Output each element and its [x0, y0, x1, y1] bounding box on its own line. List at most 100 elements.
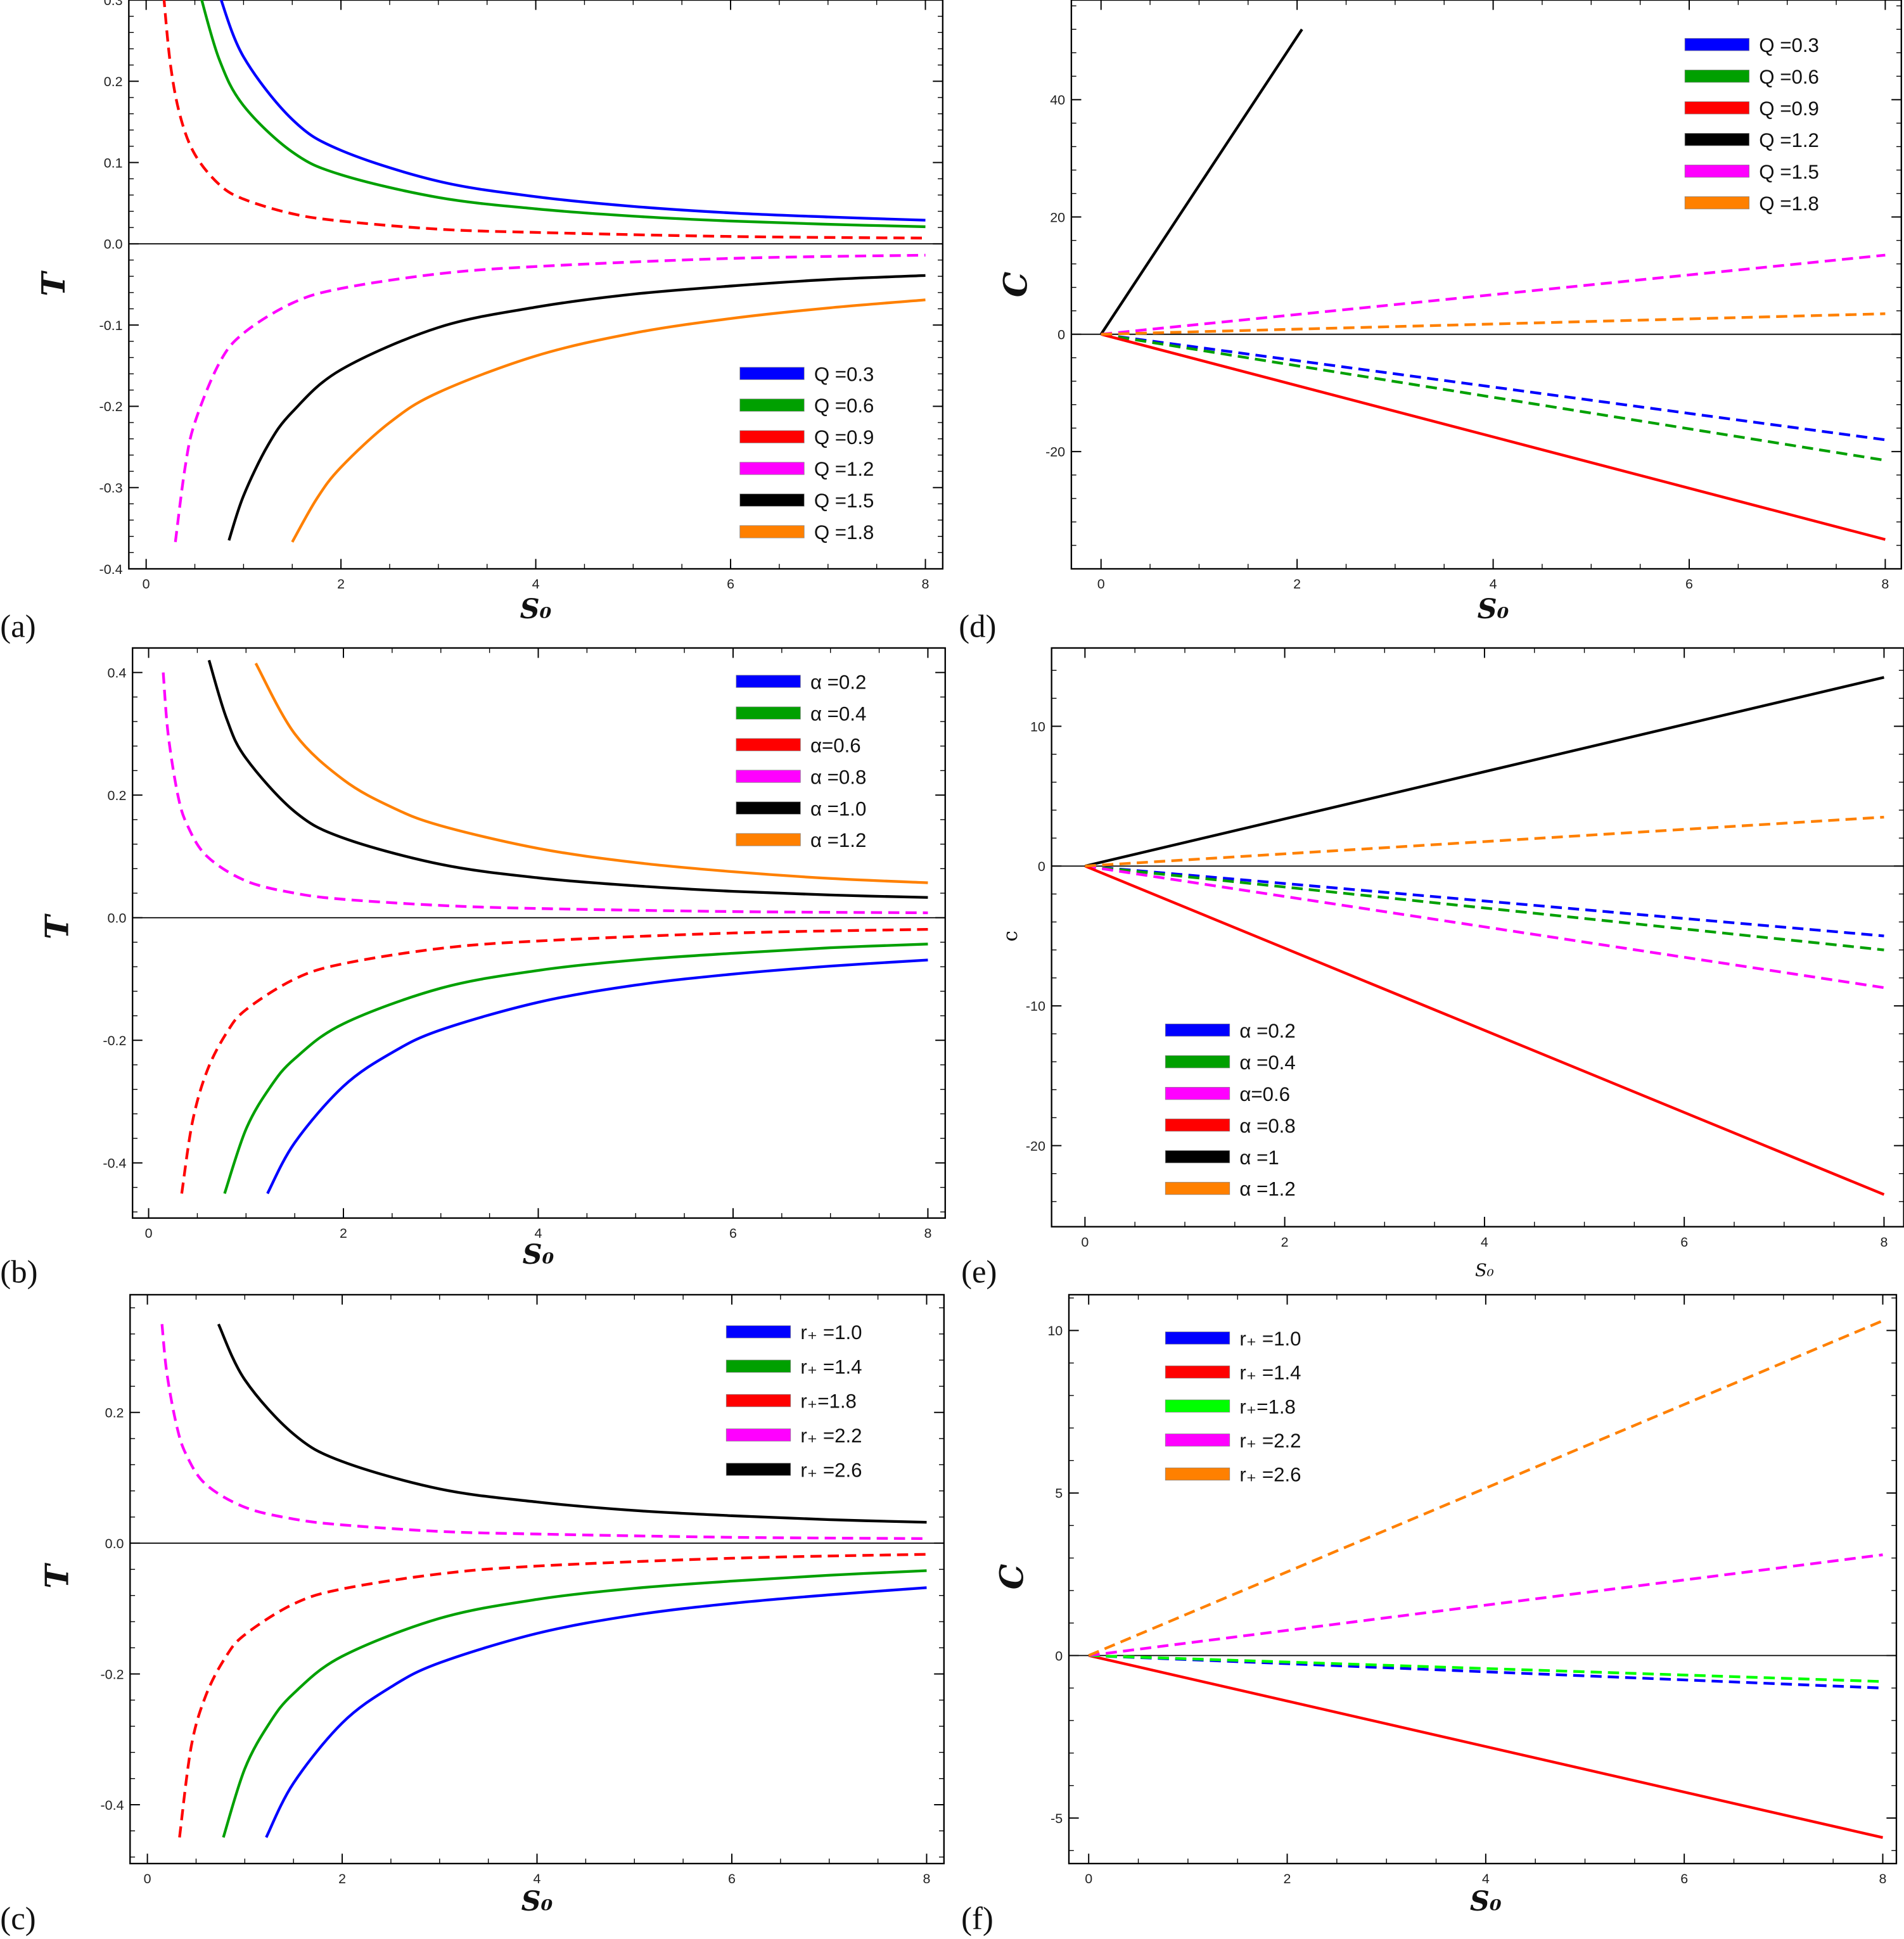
chart-panel-e: 0 2 4 6 8 -20 -10 0 10 α =0.2 α =0.4 α=0.6 α =0.8 α =…: [961, 647, 1904, 1289]
legend-label: r₊=1.8: [1239, 1395, 1296, 1418]
y-axis-label: T: [34, 270, 72, 296]
legend-swatch: [1165, 1434, 1230, 1447]
y-tick-label: -0.1: [99, 318, 123, 333]
legend-label: α=0.6: [810, 734, 861, 756]
legend-label: Q =1.5: [814, 490, 874, 512]
legend-label: α=0.6: [1239, 1083, 1290, 1105]
legend-label: α =0.8: [810, 766, 866, 788]
x-tick-label: 4: [532, 576, 540, 592]
y-tick-label: 20: [1050, 210, 1065, 225]
series-line-1: [1101, 333, 1886, 462]
chart-panel-a: 0 2 4 6 8 -0.4 -0.3 -0.2 -0.1 0.0 0.1 0.2 0.3 Q =0.3 Q…: [0, 0, 944, 644]
series-line-2: [1089, 1654, 1883, 1683]
series-line-3: [174, 253, 926, 542]
legend-swatch: [725, 1428, 791, 1442]
series-line-5: [291, 298, 926, 543]
series-line-1: [223, 943, 928, 1194]
legend-label: α =1: [1239, 1147, 1279, 1169]
y-tick-label: 0.0: [108, 911, 127, 926]
panel-label: (e): [961, 1254, 997, 1289]
panel-label: (d): [959, 608, 996, 644]
x-tick-label: 0: [1097, 576, 1105, 592]
legend-swatch: [1165, 1118, 1230, 1132]
panel-label: (b): [0, 1254, 37, 1289]
x-tick-label: 2: [337, 576, 345, 592]
y-tick-label: -0.3: [99, 481, 123, 496]
legend-label: Q =0.6: [1759, 66, 1819, 88]
legend-label: Q =0.3: [814, 363, 874, 385]
x-tick-label: 6: [1685, 576, 1693, 592]
legend-swatch: [736, 770, 801, 783]
x-tick-label: 0: [145, 1226, 153, 1241]
series-line-3: [162, 672, 928, 915]
legend-swatch: [1684, 165, 1750, 178]
x-tick-label: 6: [1680, 1871, 1688, 1886]
legend-swatch: [739, 367, 805, 380]
x-tick-label: 4: [535, 1226, 542, 1241]
series-line-5: [1101, 312, 1886, 336]
series-line-1: [1085, 865, 1884, 951]
legend-label: α =0.4: [810, 702, 866, 725]
legend-label: Q =0.9: [1759, 98, 1819, 120]
series-line-1: [200, 0, 926, 229]
series-line-2: [1101, 333, 1886, 541]
legend-swatch: [736, 675, 801, 688]
y-tick-label: -0.2: [103, 1033, 126, 1048]
series-line-5: [1085, 815, 1884, 868]
legend-label: α =0.8: [1239, 1115, 1295, 1137]
legend-swatch: [736, 801, 801, 815]
series-line-4: [1088, 1319, 1884, 1657]
x-tick-label: 2: [340, 1226, 347, 1241]
legend-label: r₊ =1.4: [1239, 1362, 1301, 1384]
panel-label: (f): [961, 1900, 994, 1936]
series-line-0: [1089, 1654, 1883, 1689]
x-axis-label: S₀: [1475, 1261, 1494, 1281]
legend-swatch: [739, 398, 805, 412]
legend-label: Q =0.6: [814, 395, 874, 417]
x-tick-label: 6: [729, 1226, 737, 1241]
y-tick-label: -20: [1026, 1138, 1045, 1154]
legend-label: r₊ =2.6: [1239, 1464, 1301, 1486]
legend-swatch: [1165, 1086, 1230, 1100]
x-tick-label: 4: [1482, 1871, 1490, 1886]
x-tick-label: 0: [1081, 1235, 1089, 1250]
plot-frame: [129, 1294, 945, 1865]
legend-label: α =0.4: [1239, 1052, 1295, 1074]
legend-swatch: [739, 430, 805, 443]
legend-swatch: [739, 462, 805, 475]
x-tick-label: 4: [1490, 576, 1497, 592]
y-tick-label: 0.4: [108, 665, 127, 680]
legend-swatch: [736, 738, 801, 751]
panel-label: (c): [0, 1900, 35, 1936]
x-tick-label: 2: [1284, 1871, 1291, 1886]
series-line-4: [207, 659, 928, 899]
series-line-3: [160, 1324, 927, 1541]
plot-frame: [132, 647, 946, 1219]
legend-label: α =0.2: [1239, 1020, 1295, 1042]
legend-swatch: [1165, 1150, 1230, 1164]
y-tick-label: -0.2: [99, 399, 123, 414]
series-line-4: [227, 274, 926, 541]
x-tick-label: 8: [1881, 576, 1889, 592]
legend-label: α =1.0: [810, 798, 866, 820]
y-tick-label: 5: [1055, 1486, 1063, 1501]
y-tick-label: -0.2: [101, 1667, 124, 1682]
y-tick-label: 0: [1057, 327, 1065, 342]
series-line-0: [266, 958, 928, 1195]
legend-label: r₊ =2.6: [800, 1459, 862, 1481]
plot-frame: [1068, 1294, 1898, 1865]
legend-swatch: [725, 1325, 791, 1338]
x-tick-label: 2: [338, 1871, 346, 1886]
legend-swatch: [1684, 196, 1750, 210]
chart-panel-c: 0 2 4 6 8 -0.4 -0.2 0.0 0.2 r₊ =1.0 r₊ =1.4 r₊=1.8 r…: [0, 1294, 945, 1936]
series-line-2: [1085, 865, 1884, 989]
x-tick-label: 8: [1879, 1871, 1887, 1886]
y-tick-label: 0: [1038, 859, 1045, 874]
chart-panel-b: 0 2 4 6 8 -0.4 -0.2 0.0 0.2 0.4 α =0.2 α =0.4 α=0.6 α…: [0, 647, 946, 1289]
y-tick-label: -20: [1045, 445, 1065, 460]
y-axis-label: C: [993, 1564, 1031, 1589]
x-tick-label: 0: [1085, 1871, 1092, 1886]
series-line-4: [1084, 676, 1884, 868]
legend-swatch: [736, 833, 801, 846]
legend-label: r₊ =1.4: [800, 1356, 862, 1378]
